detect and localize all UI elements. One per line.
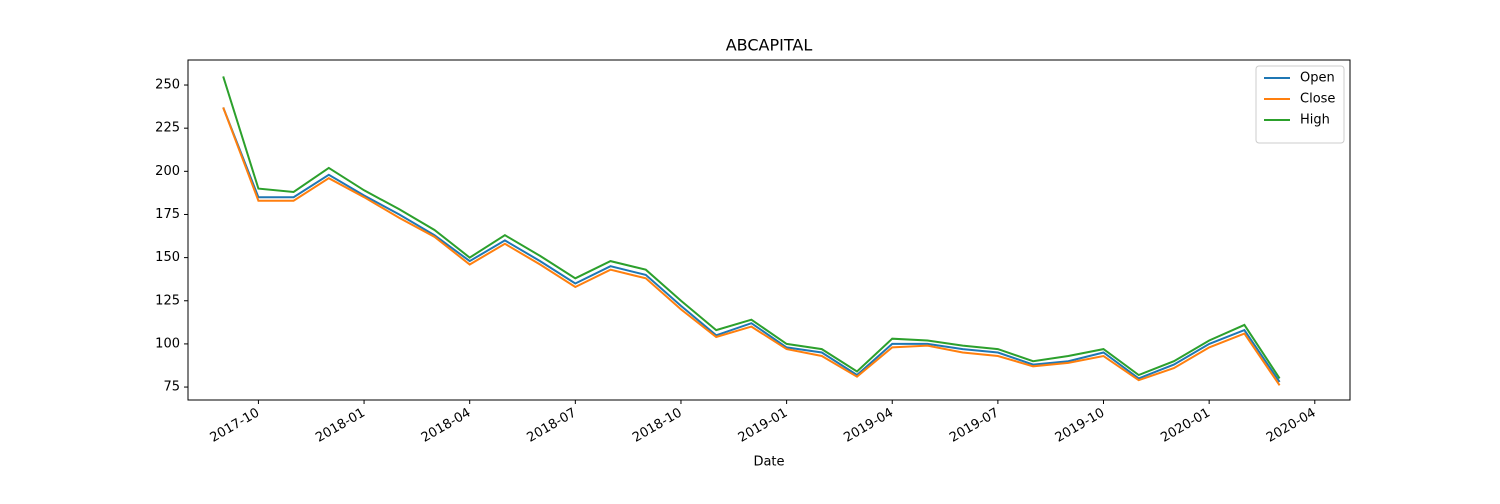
- legend-box: [1255, 65, 1345, 144]
- x-tick-label: 2020-01: [1158, 406, 1213, 446]
- series-line: [222, 107, 1281, 383]
- x-tick-label: 2018-01: [313, 406, 368, 446]
- chart-title: ABCAPITAL: [726, 36, 813, 55]
- plot-area: [187, 59, 1351, 401]
- y-tick-label: 225: [155, 121, 180, 136]
- x-tick-label: 2017-10: [208, 406, 263, 446]
- x-tick-label: 2019-01: [736, 406, 791, 446]
- x-tick-label: 2019-04: [841, 406, 896, 446]
- y-tick-label: 175: [155, 207, 180, 222]
- y-tick-label: 150: [155, 250, 180, 265]
- legend-label: Open: [1300, 71, 1335, 86]
- series-line: [222, 76, 1281, 379]
- x-tick-label: 2019-07: [947, 406, 1002, 446]
- y-tick-label: 200: [155, 164, 180, 179]
- y-tick-label: 125: [155, 293, 180, 308]
- x-axis-label: Date: [753, 455, 784, 470]
- legend-label: High: [1300, 113, 1330, 128]
- x-tick-label: 2019-10: [1053, 406, 1108, 446]
- x-tick-label: 2020-04: [1264, 406, 1319, 446]
- y-tick-label: 75: [163, 380, 180, 395]
- x-tick-label: 2018-04: [419, 406, 474, 446]
- x-tick-label: 2018-10: [630, 406, 685, 446]
- y-tick-label: 100: [155, 336, 180, 351]
- x-tick-label: 2018-07: [525, 406, 580, 446]
- y-tick-label: 250: [155, 78, 180, 93]
- legend-label: Close: [1300, 92, 1335, 107]
- series-line: [222, 107, 1281, 386]
